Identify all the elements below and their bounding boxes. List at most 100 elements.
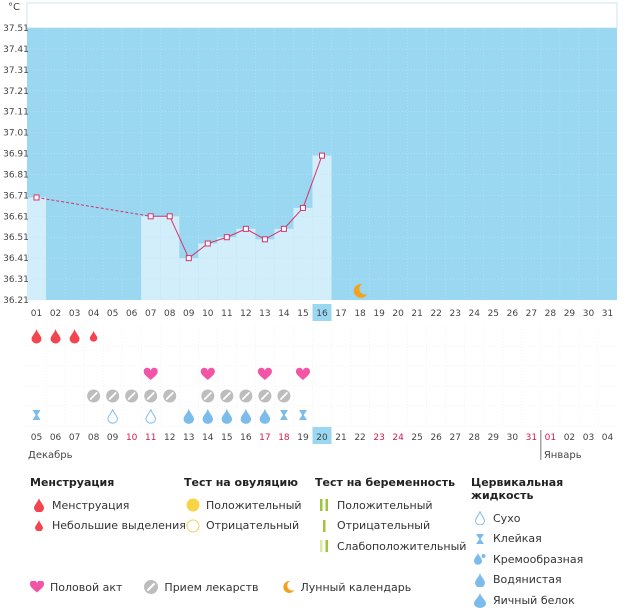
legend-menstruation-row: Менструация [30, 495, 186, 516]
legend-creamy-label: Кремообразная [493, 552, 584, 566]
x-tick-label: 18 [354, 309, 366, 319]
eggwhite-drop-icon [259, 408, 271, 424]
legend-watery-label: Водянистая [493, 573, 562, 587]
y-tick-label: 37.41 [3, 45, 29, 55]
cycle-day-label: 02 [564, 433, 575, 443]
cycle-day-label: 15 [221, 433, 232, 443]
temperature-line-segment [245, 228, 266, 240]
eggwhite-drop-icon [183, 408, 195, 424]
cycle-day-label: 13 [183, 433, 194, 443]
ovulation-positive-icon [184, 498, 202, 512]
sticky-icon [471, 533, 489, 545]
y-tick-label: 36.21 [3, 296, 29, 306]
sticky-icon [298, 410, 307, 420]
x-tick-label: 19 [373, 309, 385, 319]
pregnancy-positive-icon [315, 498, 333, 512]
cycle-day-label: 22 [354, 433, 365, 443]
y-tick-label: 37.21 [3, 87, 29, 97]
y-axis-unit: °C [8, 2, 20, 13]
pregnancy-negative-icon [315, 519, 333, 533]
temperature-line-segment [283, 207, 304, 230]
x-tick-label: 05 [107, 309, 118, 319]
pill-stroke [203, 392, 212, 400]
legend-dry-label: Сухо [493, 511, 521, 525]
temperature-column [293, 207, 313, 300]
cycle-day-label: 28 [469, 433, 481, 443]
x-tick-label: 09 [183, 309, 195, 319]
legend-pregnancy-weak-label: Слабоположительный [337, 539, 467, 553]
cycle-day-label: 30 [507, 433, 519, 443]
dry-drop-icon [107, 409, 118, 424]
cycle-day-label: 26 [430, 433, 442, 443]
temperature-column [274, 228, 294, 300]
legend-eggwhite-label: Яичный белок [493, 593, 575, 607]
x-tick-label: 07 [145, 309, 156, 319]
legend-ovulation-negative-label: Отрицательный [206, 519, 300, 533]
legend-ovulation-negative-row: Отрицательный [184, 516, 302, 537]
x-tick-label: 23 [449, 309, 460, 319]
x-tick-label: 27 [526, 309, 537, 319]
legend-medication: Прием лекарств [144, 580, 259, 594]
y-tick-label: 37.11 [3, 108, 29, 118]
x-tick-label: 29 [564, 309, 576, 319]
y-tick-label: 36.51 [3, 233, 29, 243]
legend-creamy-row: Кремообразная [471, 549, 626, 570]
legend-dry-row: Сухо [471, 508, 626, 529]
y-tick-label: 36.71 [3, 191, 29, 201]
sticky-icon [32, 410, 41, 420]
x-tick-label: 17 [335, 309, 346, 319]
x-tick-label: 04 [88, 309, 100, 319]
light-spotting-drop-icon [30, 520, 48, 532]
cycle-day-label: 01 [545, 433, 556, 443]
cycle-day-label: 29 [488, 433, 500, 443]
legend-ovulation-title: Тест на овуляцию [184, 476, 298, 489]
cycle-day-label: 16 [240, 433, 252, 443]
y-tick-label: 36.41 [3, 254, 29, 264]
temperature-point [242, 225, 249, 232]
y-tick-label: 36.61 [3, 212, 29, 222]
cycle-day-label: 05 [31, 433, 42, 443]
cycle-day-label: 17 [259, 433, 270, 443]
pill-stroke [241, 392, 250, 400]
y-tick-label: 36.81 [3, 170, 29, 180]
cycle-day-label: 03 [583, 433, 594, 443]
legend-eggwhite-row: Яичный белок [471, 590, 626, 611]
eggwhite-drop-icon [240, 408, 252, 424]
legend-cervical-fluid: Цервикальная жидкость Сухо Клейкая Кремо… [471, 476, 626, 611]
legend-pregnancy-positive-label: Положительный [337, 498, 433, 512]
legend-moon-label: Лунный календарь [300, 580, 412, 594]
legend-moon: Лунный календарь [281, 580, 412, 594]
pill-stroke [165, 392, 174, 400]
x-tick-label: 28 [545, 309, 557, 319]
pill-stroke [280, 392, 288, 400]
x-tick-label: 26 [507, 309, 519, 319]
legend-pregnancy-positive-row: Положительный [315, 495, 466, 516]
cycle-day-label: 27 [449, 433, 460, 443]
cycle-day-label: 31 [526, 433, 537, 443]
eggwhite-drop-icon [202, 408, 214, 424]
plot-top-band [26, 2, 618, 29]
cycle-day-label: 06 [50, 433, 62, 443]
bbt-chart: °C 36.21 36.31 36.41 36.51 36.61 36.71 36.81 36.… [3, 2, 618, 461]
temperature-point [166, 213, 173, 220]
today-highlight [312, 304, 332, 321]
pill-icon [144, 580, 159, 594]
temperature-point [261, 236, 268, 243]
cycle-day-label: 19 [297, 433, 309, 443]
temperature-line-segment [302, 155, 323, 209]
month-right-label: Январь [544, 450, 582, 461]
x-tick-label: 21 [411, 309, 422, 319]
x-tick-label: 13 [259, 309, 270, 319]
light-spotting-drop-icon [89, 330, 98, 342]
x-tick-label: 20 [392, 309, 404, 319]
legend-menstruation: Менструация Менструация Небольшие выделе… [30, 476, 186, 536]
legend-light-spotting-label: Небольшие выделения [52, 519, 186, 533]
y-tick-label: 37.01 [3, 129, 29, 139]
pill-stroke [108, 392, 117, 400]
legend-ovulation-positive-label: Положительный [206, 498, 302, 512]
legend-pregnancy-title: Тест на беременность [315, 476, 456, 489]
cycle-day-label: 04 [602, 433, 614, 443]
cycle-day-label: 12 [164, 433, 175, 443]
cycle-day-label: 25 [411, 433, 422, 443]
temperature-column [160, 216, 180, 300]
